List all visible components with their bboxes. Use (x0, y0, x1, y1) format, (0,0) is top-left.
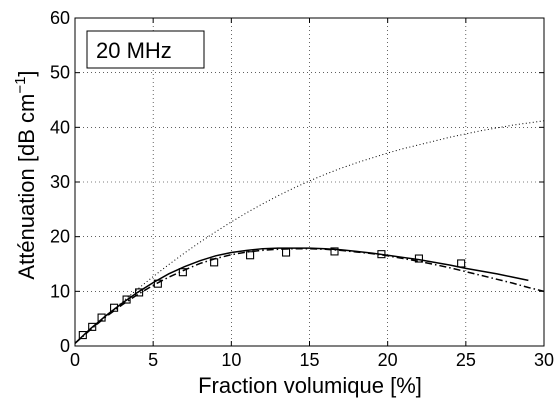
y-axis-title-end: ] (14, 70, 39, 76)
x-axis-title: Fraction volumique [%] (198, 373, 422, 398)
annotation-box: 20 MHz (87, 31, 204, 68)
x-tick-label: 20 (378, 350, 398, 370)
y-tick-label: 10 (50, 281, 70, 301)
x-tick-label: 15 (299, 350, 319, 370)
x-tick-label: 10 (221, 350, 241, 370)
x-tick-label: 5 (148, 350, 158, 370)
annotation-label: 20 MHz (96, 38, 172, 63)
y-tick-label: 30 (50, 172, 70, 192)
y-tick-label: 40 (50, 117, 70, 137)
x-tick-label: 0 (70, 350, 80, 370)
y-axis-title-main: Atténuation [dB cm (14, 94, 39, 280)
y-tick-label: 60 (50, 8, 70, 28)
x-tick-label: 25 (456, 350, 476, 370)
y-tick-label: 0 (60, 336, 70, 356)
x-tick-label: 30 (534, 350, 554, 370)
y-axis-title-sup: −1 (12, 77, 29, 94)
y-axis-title: Atténuation [dB cm−1] (12, 70, 39, 279)
y-tick-label: 20 (50, 227, 70, 247)
y-tick-label: 50 (50, 63, 70, 83)
